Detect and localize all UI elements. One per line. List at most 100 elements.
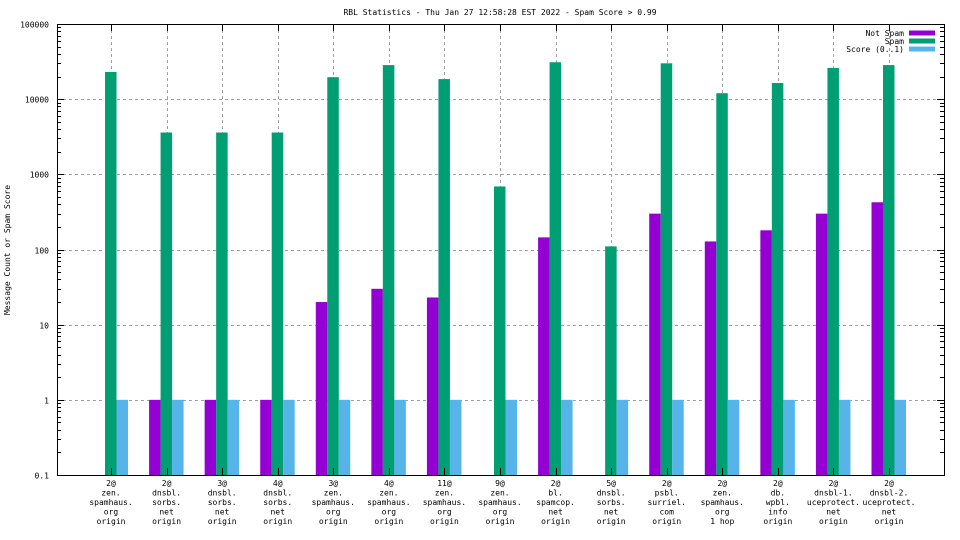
x-tick-label: spamhaus. [312,498,355,507]
x-tick-label: dnsbl. [263,489,292,498]
bar-spam [660,63,673,476]
x-tick-label: 2@ [829,479,839,488]
x-tick-label: 9@ [495,479,505,488]
x-tick-label: 5@ [606,479,616,488]
bar-not-spam [815,213,828,475]
bars [105,62,906,476]
x-tick-label: spamhaus. [478,498,521,507]
bar-spam [771,83,784,475]
x-tick-label: 1 hop [710,517,734,526]
bar-score-0-1 [116,399,128,475]
x-tick-label: sorbs. [152,498,181,507]
x-tick-label: uceprotect. [807,498,860,507]
x-tick-label: org [493,508,508,517]
x-tick-label: origin [763,517,792,526]
bar-spam [105,71,117,475]
bar-score-0-1 [338,399,351,475]
bar-spam [438,79,450,475]
x-tick-label: dnsbl. [208,489,237,498]
x-tick-label: 2@ [162,479,172,488]
bar-spam [605,246,617,475]
x-tick-label: sorbs. [263,498,292,507]
x-tick-label: bl. [548,489,562,498]
bar-spam [271,132,284,475]
x-tick-label: info [768,508,787,517]
bar-not-spam [538,237,550,475]
bar-not-spam [760,230,772,475]
x-tick-label: wpbl. [766,498,790,507]
bar-score-0-1 [449,399,462,475]
bar-spam [216,132,228,475]
x-tick-label: org [104,508,119,517]
bar-score-0-1 [227,399,240,475]
bar-score-0-1 [172,399,184,475]
y-tick-label: 10000 [25,96,49,105]
y-tick-label: 100 [35,247,50,256]
x-tick-label: net [882,508,897,517]
legend-label: Not Spam [865,29,904,38]
bar-spam [827,67,839,476]
x-tick-label: dnsbl. [152,489,181,498]
legend-swatch [909,38,935,44]
x-tick-label: origin [374,517,403,526]
x-tick-label: org [326,508,341,517]
legend-label: Spam [885,37,904,46]
x-tick-label: zen. [101,489,120,498]
bar-not-spam [426,297,439,475]
bar-not-spam [315,302,328,475]
bar-spam [883,65,895,476]
x-tick-label: surriel. [647,498,686,507]
x-tick-label: 2@ [884,479,894,488]
bar-not-spam [649,213,661,475]
x-tick-label: spamhaus. [701,498,744,507]
bar-score-0-1 [561,399,573,475]
y-tick-label: 1000 [30,171,49,180]
x-tick-label: 11@ [437,479,452,488]
x-tick-label: origin [319,517,348,526]
legend-swatch [909,30,935,36]
x-tick-label: origin [541,517,570,526]
bar-score-0-1 [616,399,629,475]
bar-score-0-1 [783,399,795,475]
legend-swatch [909,46,935,52]
x-tick-label: net [548,508,563,517]
x-tick-label: origin [875,517,904,526]
x-tick-label: origin [430,517,459,526]
x-tick-label: net [604,508,619,517]
y-tick-label: 1 [44,397,49,406]
bar-spam [494,186,506,475]
chart-title: RBL Statistics - Thu Jan 27 12:58:28 EST… [343,8,656,17]
x-tick-label: dnsbl-2. [870,489,909,498]
x-tick-label: 2@ [662,479,672,488]
x-tick-label: sorbs. [597,498,626,507]
bar-score-0-1 [727,399,740,475]
x-tick-label: net [215,508,230,517]
x-tick-label: org [715,508,730,517]
x-tick-label: com [659,508,674,517]
x-tick-label: net [270,508,285,517]
x-tick-label: 2@ [717,479,727,488]
x-tick-label: dnsbl. [597,489,626,498]
x-tick-label: net [159,508,174,517]
x-tick-label: spamhaus. [423,498,466,507]
bar-not-spam [704,241,717,475]
x-tick-label: origin [819,517,848,526]
x-tick-label: origin [263,517,292,526]
y-axis-label: Message Count or Spam Score [3,185,12,315]
x-tick-label: origin [597,517,626,526]
bar-score-0-1 [838,399,851,475]
x-tick-label: db. [771,489,785,498]
y-tick-label: 0.1 [35,472,50,481]
bar-spam [327,77,339,475]
bar-not-spam [149,399,161,475]
bar-score-0-1 [283,399,295,475]
bar-score-0-1 [894,399,906,475]
x-tick-label: org [437,508,452,517]
x-tick-label: origin [486,517,515,526]
x-ticks: 2@zen.spamhaus.orgorigin2@dnsbl.sorbs.ne… [89,24,915,526]
x-tick-label: origin [208,517,237,526]
bar-score-0-1 [505,399,517,475]
x-tick-label: 4@ [384,479,394,488]
